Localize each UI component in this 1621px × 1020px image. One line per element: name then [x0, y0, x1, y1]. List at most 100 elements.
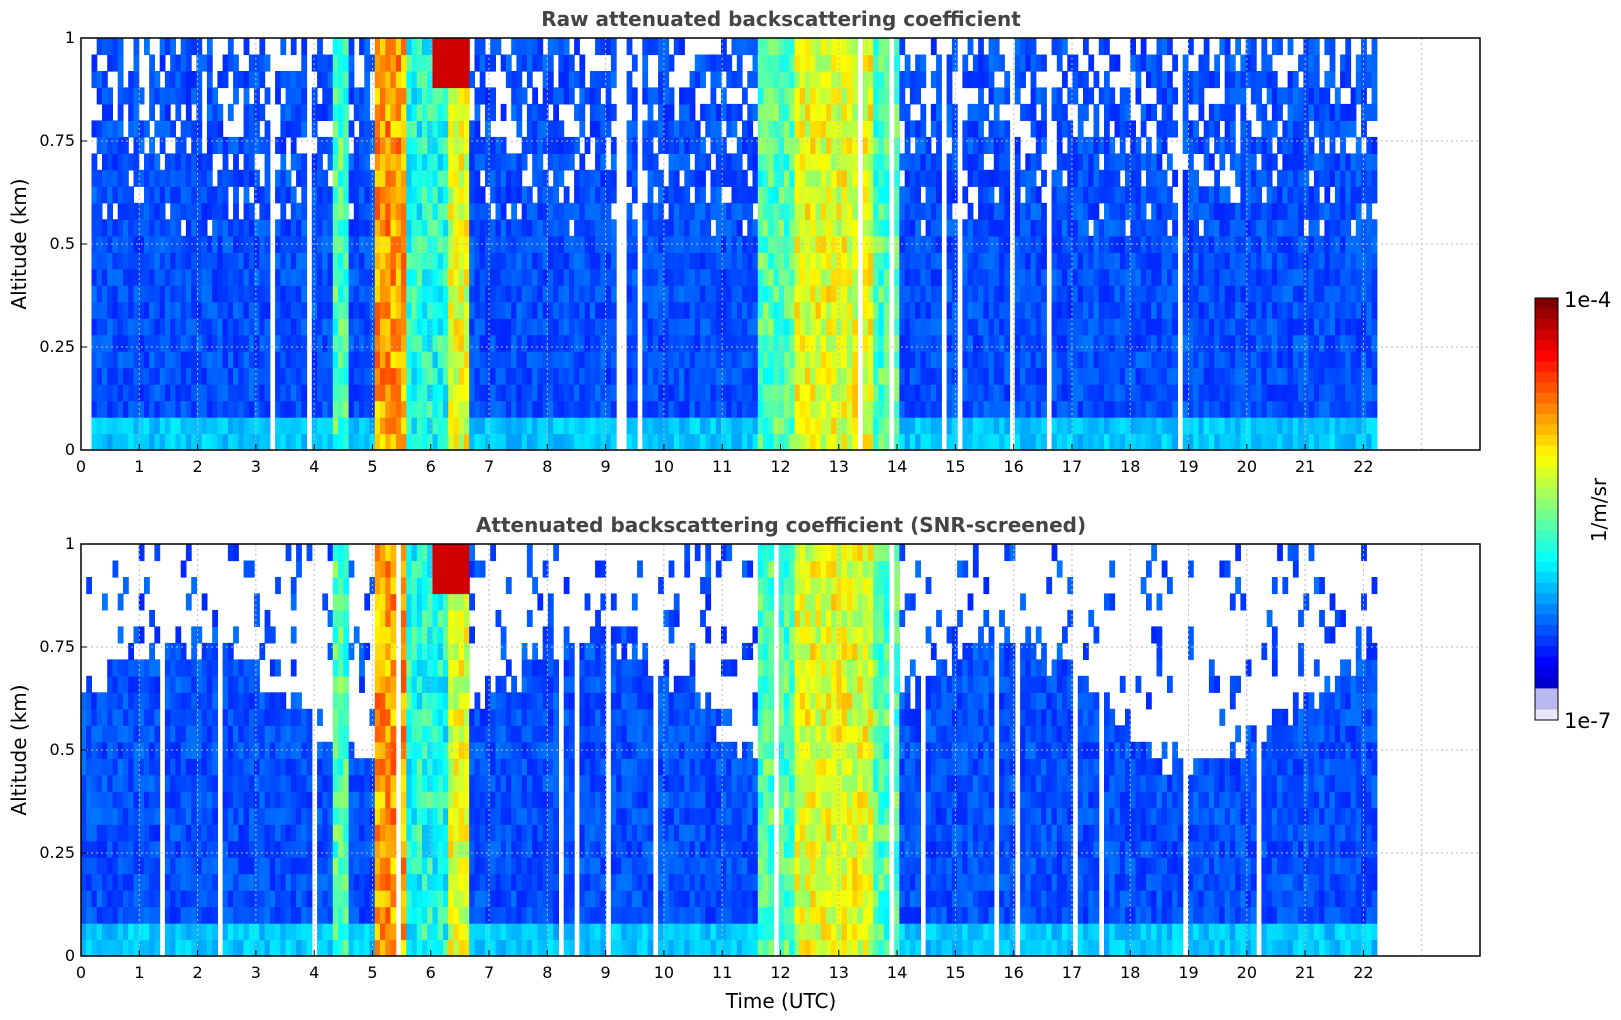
heatmap-cell	[1282, 318, 1289, 336]
heatmap-cell	[936, 252, 942, 270]
heatmap-cell	[883, 219, 890, 237]
heatmap-cell	[747, 367, 754, 385]
heatmap-cell	[904, 202, 911, 220]
heatmap-cell	[1198, 186, 1205, 204]
heatmap-cell	[206, 202, 213, 220]
heatmap-cell	[1229, 433, 1236, 451]
heatmap-cell	[867, 235, 874, 253]
heatmap-cell	[731, 433, 738, 451]
heatmap-cell	[206, 153, 213, 171]
heatmap-cell	[784, 268, 790, 286]
heatmap-cell	[1051, 235, 1058, 253]
heatmap-cell	[1224, 318, 1231, 336]
heatmap-cell	[259, 202, 266, 220]
heatmap-cell	[605, 268, 612, 286]
heatmap-cell	[999, 252, 1005, 270]
heatmap-cell	[1235, 334, 1241, 352]
heatmap-cell	[1088, 334, 1095, 352]
heatmap-cell	[359, 268, 365, 286]
heatmap-cell	[128, 301, 134, 319]
heatmap-cell	[988, 400, 995, 418]
heatmap-cell	[505, 186, 512, 204]
heatmap-cell	[820, 202, 827, 220]
heatmap-cell	[432, 334, 439, 352]
heatmap-cell	[820, 120, 827, 138]
heatmap-cell	[217, 136, 224, 154]
heatmap-cell	[1014, 186, 1021, 204]
heatmap-cell	[359, 252, 365, 270]
heatmap-cell	[201, 202, 208, 220]
heatmap-cell	[1193, 417, 1199, 435]
heatmap-cell	[401, 153, 407, 171]
heatmap-cell	[1298, 268, 1304, 286]
heatmap-cell	[1250, 235, 1257, 253]
heatmap-cell	[1245, 433, 1252, 451]
heatmap-cell	[532, 268, 538, 286]
heatmap-cell	[275, 334, 281, 352]
heatmap-cell	[852, 384, 858, 402]
heatmap-cell	[705, 400, 712, 418]
heatmap-cell	[1072, 384, 1079, 402]
heatmap-cell	[1167, 351, 1173, 369]
heatmap-cell	[490, 153, 496, 171]
heatmap-cell	[248, 318, 255, 336]
heatmap-cell	[1056, 252, 1063, 270]
heatmap-cell	[847, 38, 853, 56]
heatmap-cell	[805, 334, 811, 352]
heatmap-cell	[1198, 54, 1205, 72]
heatmap-cell	[710, 71, 717, 89]
heatmap-cell	[1250, 153, 1257, 171]
heatmap-cell	[721, 384, 727, 402]
heatmap-cell	[1051, 318, 1058, 336]
heatmap-cell	[663, 186, 670, 204]
heatmap-cell	[584, 219, 591, 237]
heatmap-cell	[815, 202, 822, 220]
heatmap-cell	[595, 71, 601, 89]
heatmap-cell	[915, 400, 921, 418]
heatmap-cell	[149, 252, 155, 270]
heatmap-cell	[164, 351, 171, 369]
heatmap-cell	[805, 433, 811, 451]
heatmap-cell	[343, 54, 350, 72]
heatmap-cell	[1072, 252, 1079, 270]
heatmap-cell	[820, 252, 827, 270]
heatmap-cell	[579, 87, 586, 105]
heatmap-cell	[778, 38, 785, 56]
heatmap-cell	[700, 351, 706, 369]
heatmap-cell	[1088, 169, 1095, 187]
heatmap-cell	[768, 202, 775, 220]
heatmap-cell	[364, 136, 371, 154]
heatmap-cell	[1051, 334, 1058, 352]
heatmap-cell	[999, 417, 1005, 435]
heatmap-cell	[867, 252, 874, 270]
heatmap-cell	[553, 103, 559, 121]
heatmap-cell	[1062, 318, 1068, 336]
heatmap-cell	[558, 54, 565, 72]
heatmap-cell	[1208, 186, 1215, 204]
heatmap-cell	[280, 367, 287, 385]
heatmap-cell	[547, 186, 554, 204]
heatmap-cell	[904, 153, 911, 171]
heatmap-cell	[1004, 169, 1011, 187]
heatmap-cell	[715, 54, 722, 72]
heatmap-cell	[469, 367, 475, 385]
heatmap-cell	[972, 136, 979, 154]
heatmap-cell	[374, 334, 381, 352]
heatmap-cell	[757, 252, 764, 270]
heatmap-cell	[526, 186, 533, 204]
heatmap-cell	[1056, 169, 1063, 187]
heatmap-cell	[311, 367, 318, 385]
heatmap-cell	[600, 301, 607, 319]
heatmap-cell	[416, 285, 423, 303]
heatmap-cell	[495, 433, 502, 451]
heatmap-cell	[1088, 252, 1095, 270]
heatmap-cell	[285, 103, 292, 121]
heatmap-cell	[810, 186, 816, 204]
heatmap-cell	[747, 136, 754, 154]
heatmap-cell	[185, 384, 192, 402]
heatmap-cell	[679, 318, 685, 336]
heatmap-cell	[458, 219, 465, 237]
heatmap-cell	[495, 136, 502, 154]
heatmap-cell	[867, 120, 874, 138]
heatmap-cell	[731, 153, 738, 171]
